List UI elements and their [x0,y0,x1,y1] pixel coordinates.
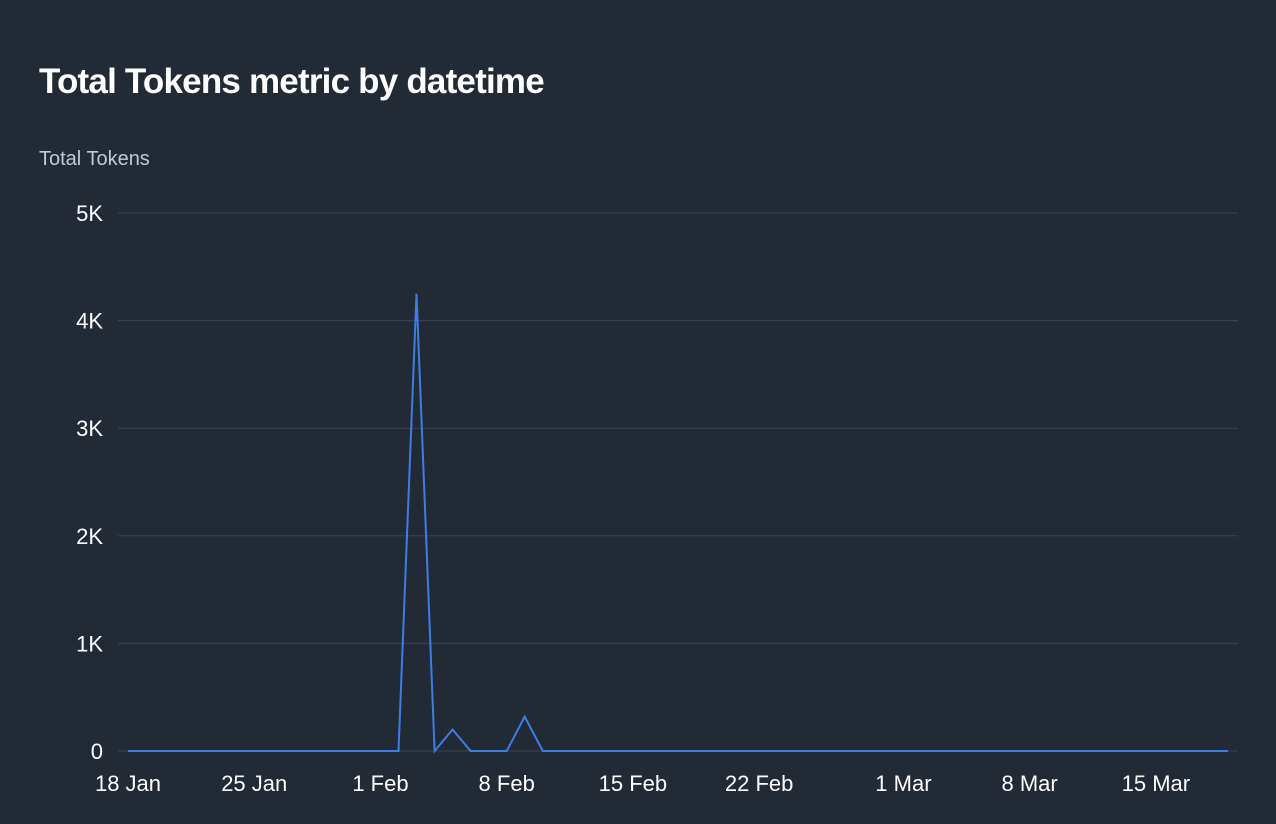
x-tick-label: 1 Feb [352,771,408,796]
chart-title: Total Tokens metric by datetime [39,62,545,101]
x-axis-ticks: 18 Jan 25 Jan 1 Feb 8 Feb 15 Feb 22 Feb 1 Mar 8… [95,771,1190,796]
y-tick-label: 2K [76,524,103,549]
y-tick-label: 3K [76,416,103,441]
y-axis-ticks: 0 1K 2K 3K 4K 5K [76,201,103,764]
x-tick-label: 22 Feb [725,771,794,796]
y-tick-label: 4K [76,309,103,334]
series-group [128,293,1228,754]
series-line-0 [128,293,1228,754]
x-tick-label: 18 Jan [95,771,161,796]
grid-lines [118,212,1238,752]
y-tick-label: 5K [76,201,103,226]
y-tick-label: 0 [91,739,103,764]
y-tick-label: 1K [76,631,103,656]
x-tick-label: 1 Mar [875,771,931,796]
x-tick-label: 25 Jan [221,771,287,796]
x-tick-label: 8 Mar [1002,771,1058,796]
x-tick-label: 15 Feb [599,771,668,796]
x-tick-label: 15 Mar [1122,771,1190,796]
x-tick-label: 8 Feb [479,771,535,796]
y-axis-title: Total Tokens [39,148,150,170]
